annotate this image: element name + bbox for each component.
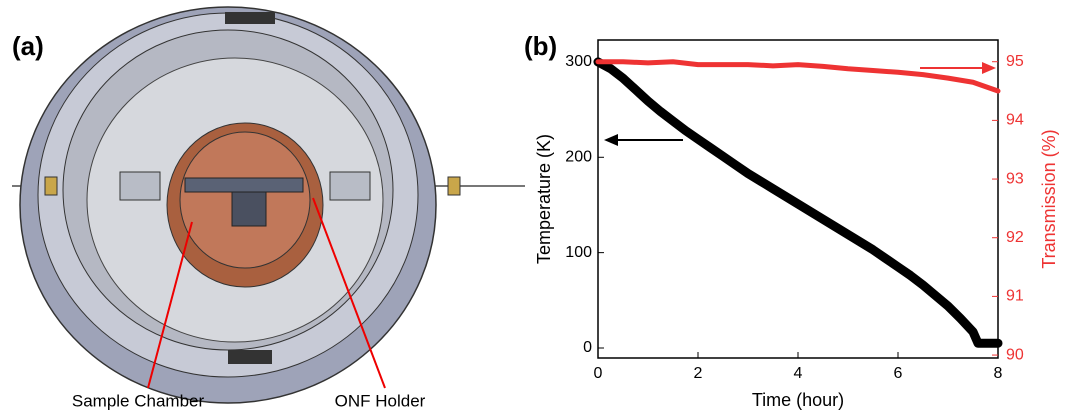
y2-tick-label: 93 [1006, 170, 1024, 187]
y2-tick-label: 91 [1006, 288, 1024, 305]
x-tick-label: 8 [994, 365, 1003, 382]
x-tick-label: 4 [794, 365, 803, 382]
y-axis-label: Temperature (K) [534, 134, 554, 264]
y2-tick-label: 90 [1006, 346, 1024, 363]
axis-arrows [604, 62, 996, 146]
y2-tick-label: 92 [1006, 229, 1024, 246]
x-tick-label: 6 [894, 365, 903, 382]
panel-label: (a) [12, 31, 44, 61]
x-tick-label: 2 [694, 365, 703, 382]
y-tick-label: 300 [565, 53, 592, 70]
cad-drawing [12, 6, 525, 404]
y-tick-label: 200 [565, 149, 592, 166]
y2-tick-label: 94 [1006, 112, 1024, 129]
y-tick-label: 100 [565, 244, 592, 261]
y-tick-label: 0 [583, 339, 592, 356]
y2-tick-label: 95 [1006, 53, 1024, 70]
series-line [593, 57, 1003, 348]
series-line [595, 59, 1001, 94]
annotation: Sample Chamber [72, 391, 205, 410]
annotation: ONF Holder [335, 391, 426, 410]
x-axis-label: Time (hour) [752, 390, 844, 410]
panel-label: (b) [524, 31, 557, 61]
y2-axis-label: Transmission (%) [1039, 129, 1059, 268]
x-tick-label: 0 [594, 365, 603, 382]
